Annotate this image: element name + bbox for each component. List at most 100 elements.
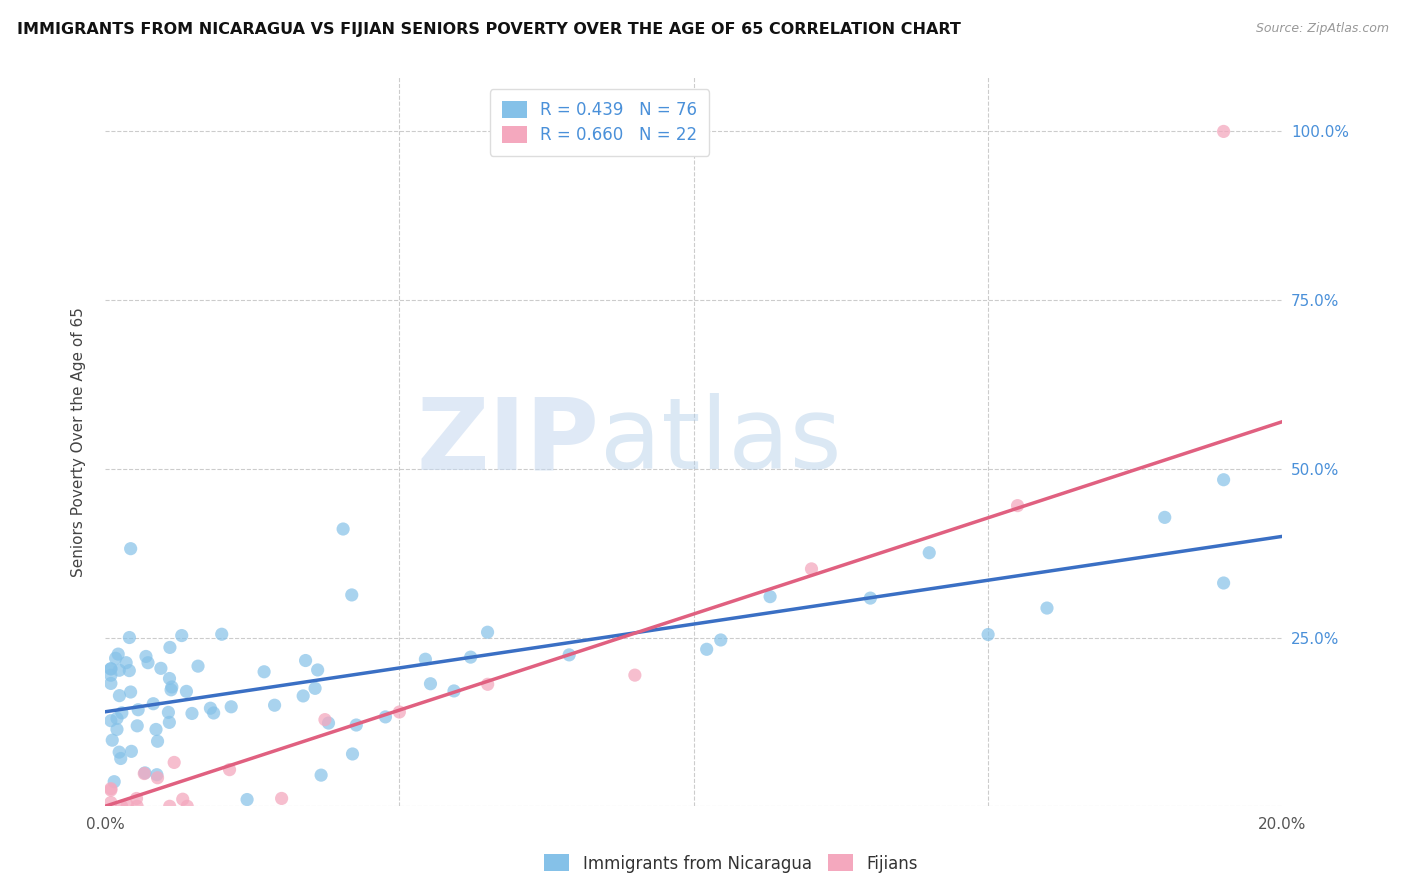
Point: [108, 689, 131, 703]
Point: [187, 659, 209, 673]
Point: [477, 677, 499, 691]
Point: [115, 656, 138, 670]
Point: [710, 632, 733, 647]
Point: [443, 684, 465, 698]
Point: [100, 714, 122, 728]
Point: [134, 766, 156, 780]
Point: [146, 734, 169, 748]
Point: [253, 665, 276, 679]
Point: [100, 783, 122, 797]
Point: [1007, 499, 1029, 513]
Point: [163, 756, 186, 770]
Point: [120, 541, 142, 556]
Point: [117, 798, 139, 813]
Point: [318, 716, 340, 731]
Point: [270, 791, 292, 805]
Point: [219, 699, 242, 714]
Point: [145, 723, 167, 737]
Point: [108, 663, 131, 677]
Point: [111, 706, 134, 720]
Point: [977, 627, 1000, 641]
Point: [314, 713, 336, 727]
Point: [176, 799, 198, 814]
Point: [918, 546, 941, 560]
Point: [200, 701, 222, 715]
Point: [157, 715, 180, 730]
Point: [1036, 601, 1059, 615]
Point: [104, 651, 127, 665]
Point: [157, 706, 180, 720]
Point: [146, 771, 169, 785]
Text: atlas: atlas: [599, 393, 841, 491]
Point: [100, 676, 122, 690]
Point: [134, 765, 156, 780]
Point: [100, 796, 122, 810]
Point: [127, 719, 149, 733]
Text: IMMIGRANTS FROM NICARAGUA VS FIJIAN SENIORS POVERTY OVER THE AGE OF 65 CORRELATI: IMMIGRANTS FROM NICARAGUA VS FIJIAN SENI…: [17, 22, 960, 37]
Point: [160, 680, 183, 694]
Point: [159, 672, 181, 686]
Point: [100, 781, 122, 796]
Point: [107, 647, 129, 661]
Point: [146, 768, 169, 782]
Point: [125, 791, 148, 805]
Point: [127, 703, 149, 717]
Point: [800, 562, 823, 576]
Point: [332, 522, 354, 536]
Point: [1212, 124, 1234, 138]
Point: [135, 649, 157, 664]
Point: [159, 799, 181, 814]
Point: [127, 799, 149, 814]
Point: [1212, 576, 1234, 591]
Point: [477, 625, 499, 640]
Y-axis label: Seniors Poverty Over the Age of 65: Seniors Poverty Over the Age of 65: [72, 307, 86, 577]
Point: [101, 733, 124, 747]
Point: [624, 668, 647, 682]
Point: [309, 768, 332, 782]
Point: [696, 642, 718, 657]
Point: [136, 656, 159, 670]
Point: [120, 744, 142, 758]
Point: [111, 799, 134, 814]
Point: [211, 627, 233, 641]
Point: [172, 792, 194, 806]
Point: [415, 652, 437, 666]
Point: [118, 664, 141, 678]
Point: [160, 682, 183, 697]
Point: [374, 710, 396, 724]
Point: [105, 711, 128, 725]
Point: [202, 706, 225, 720]
Point: [170, 629, 193, 643]
Point: [307, 663, 329, 677]
Legend: R = 0.439   N = 76, R = 0.660   N = 22: R = 0.439 N = 76, R = 0.660 N = 22: [491, 89, 709, 156]
Point: [100, 668, 122, 682]
Point: [460, 650, 482, 665]
Point: [344, 718, 367, 732]
Point: [388, 705, 411, 719]
Point: [120, 685, 142, 699]
Point: [100, 662, 122, 676]
Legend: Immigrants from Nicaragua, Fijians: Immigrants from Nicaragua, Fijians: [537, 847, 925, 880]
Point: [1153, 510, 1175, 524]
Point: [419, 677, 441, 691]
Point: [176, 684, 198, 698]
Point: [110, 751, 132, 765]
Point: [105, 723, 128, 737]
Point: [1212, 473, 1234, 487]
Point: [100, 662, 122, 676]
Point: [159, 640, 181, 655]
Point: [108, 745, 131, 759]
Point: [118, 631, 141, 645]
Point: [294, 653, 316, 667]
Point: [218, 763, 240, 777]
Text: ZIP: ZIP: [416, 393, 599, 491]
Point: [103, 774, 125, 789]
Point: [142, 697, 165, 711]
Point: [342, 747, 364, 761]
Point: [263, 698, 285, 713]
Point: [236, 792, 259, 806]
Point: [340, 588, 363, 602]
Point: [181, 706, 204, 721]
Point: [149, 661, 172, 675]
Text: Source: ZipAtlas.com: Source: ZipAtlas.com: [1256, 22, 1389, 36]
